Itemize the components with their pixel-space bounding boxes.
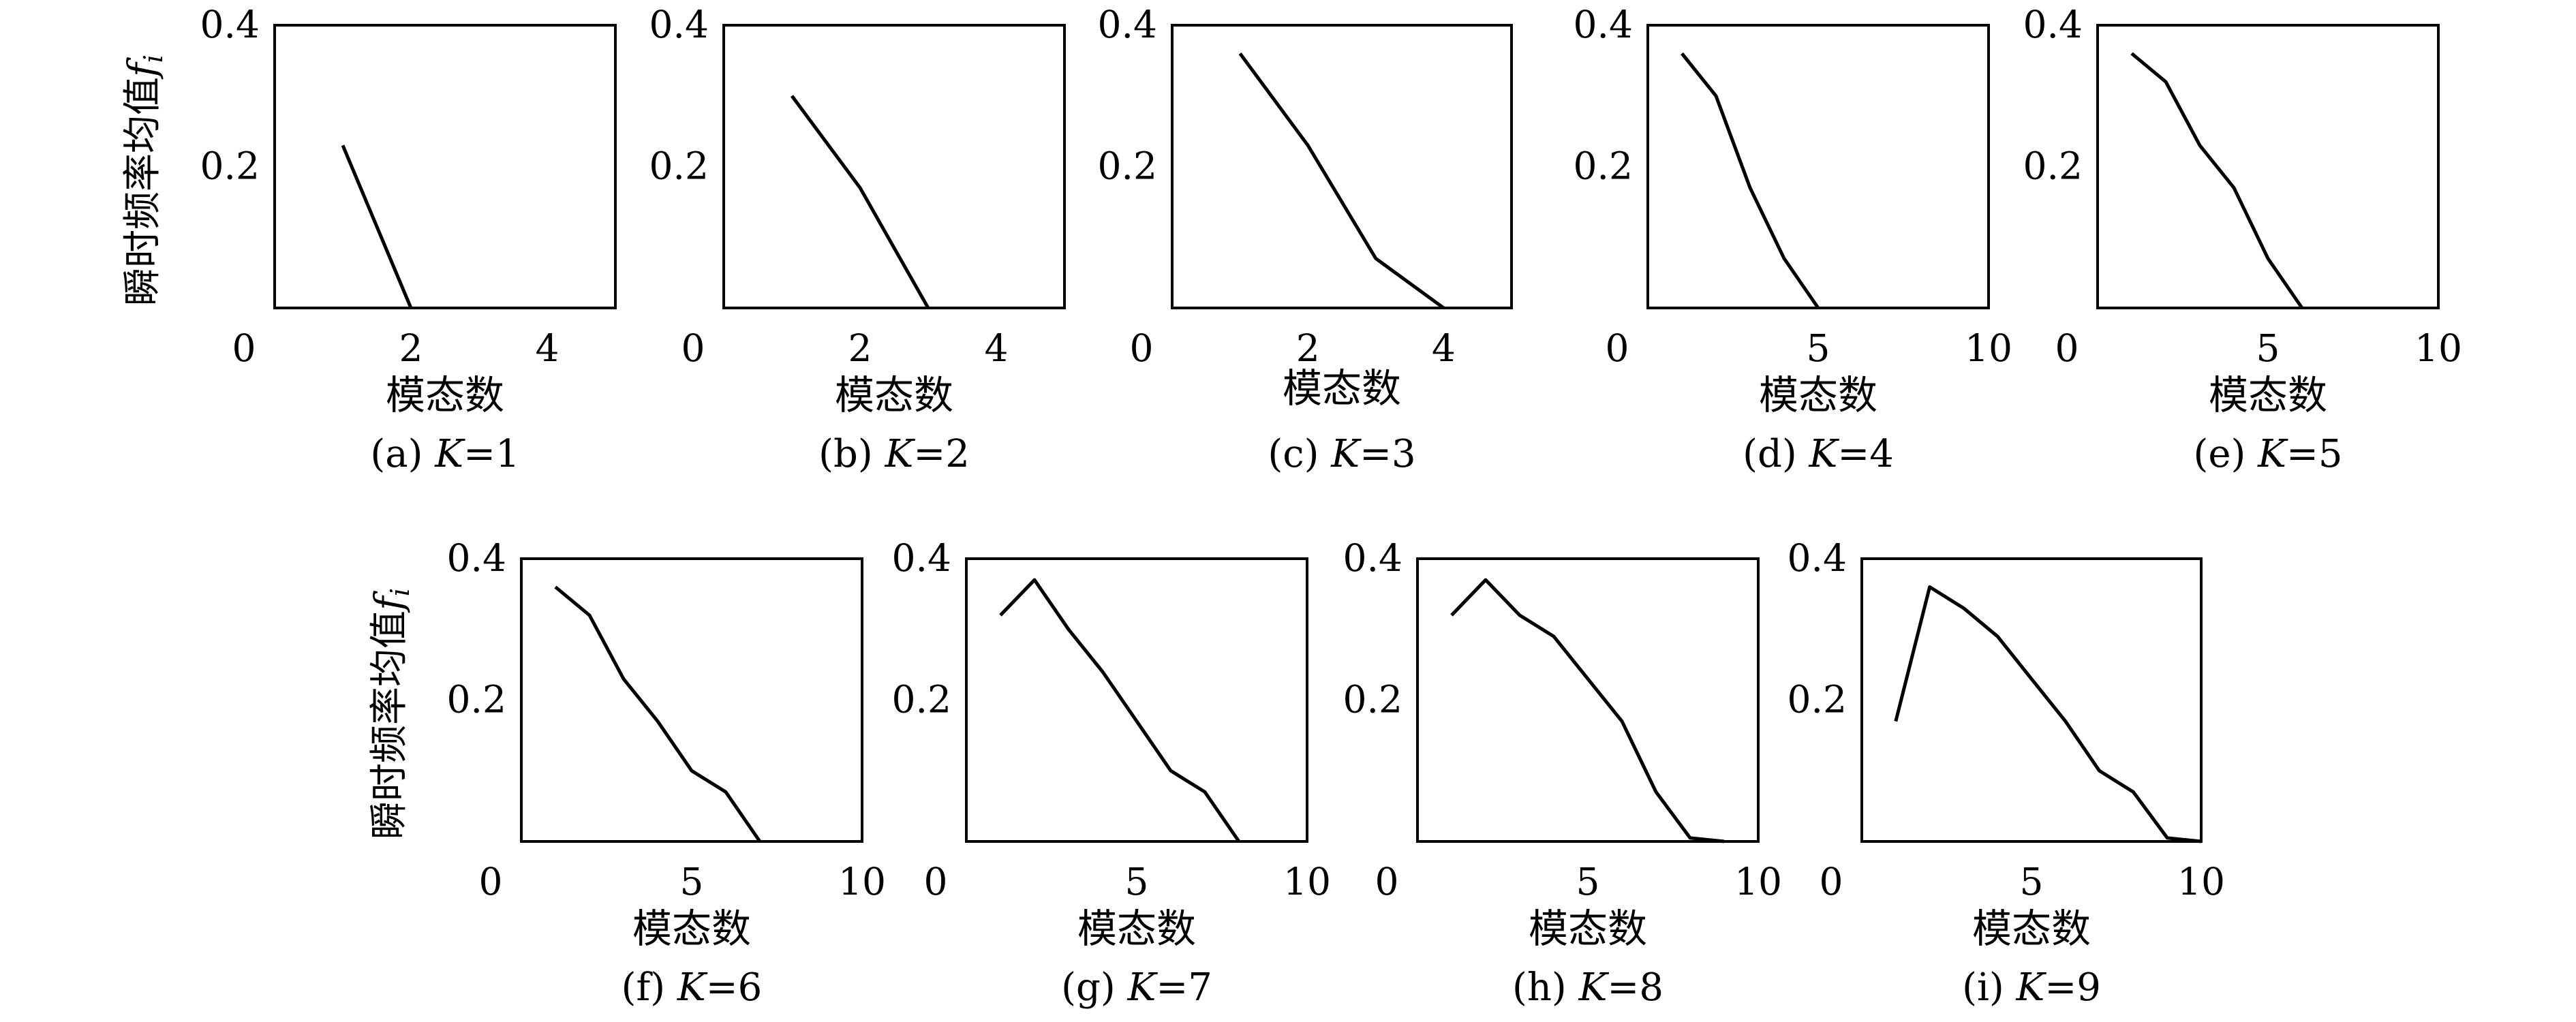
x-axis-title: 模态数: [1077, 905, 1196, 952]
panel-h: 0 5 10 0.2 0.4 模态数 (h) K=8: [1343, 536, 1782, 1010]
series-line: [999, 578, 1241, 843]
x-tick-label: 5: [1125, 860, 1149, 903]
y-tick-label: 0.2: [2023, 144, 2083, 188]
y-tick-label: 0.2: [649, 144, 709, 188]
y-tick-label: 0.2: [1574, 144, 1633, 188]
y-tick-label: 0.2: [1788, 678, 1847, 722]
panel-g: 0 5 10 0.2 0.4 模态数 (g) K=7: [892, 536, 1331, 1010]
x-tick-label: 0: [1375, 860, 1399, 903]
series-line: [1450, 578, 1725, 843]
x-axis-title: 模态数: [1759, 372, 1877, 418]
y-tick-label: 0.2: [200, 144, 260, 188]
y-tick-label: 0.2: [1343, 678, 1402, 722]
series-line: [1238, 52, 1445, 310]
x-tick-label: 10: [2414, 326, 2462, 370]
y-tick-label: 0.4: [892, 536, 951, 580]
y-tick-label: 0.2: [447, 678, 506, 722]
x-tick-label: 4: [536, 326, 559, 370]
x-tick-label: 2: [399, 326, 423, 370]
x-tick-label: 10: [1734, 860, 1782, 903]
panel-i: 0 5 10 0.2 0.4 模态数 (i) K=9: [1788, 536, 2225, 1010]
y-tick-label: 0.4: [1574, 3, 1633, 46]
x-axis-title: 模态数: [1529, 905, 1647, 952]
x-tick-label: 5: [680, 860, 704, 903]
x-axis-title: 模态数: [1972, 905, 2091, 952]
series-line: [554, 585, 762, 843]
x-axis-title: 模态数: [2209, 372, 2327, 418]
x-tick-label: 5: [1576, 860, 1600, 903]
x-tick-label: 5: [1807, 326, 1830, 370]
panel-caption: (d) K=4: [1743, 432, 1894, 476]
series-line: [2130, 52, 2304, 309]
x-tick-label: 0: [924, 860, 948, 903]
plot-frame: [1646, 24, 1990, 309]
x-tick-label: 5: [2020, 860, 2044, 903]
x-tick-label: 0: [1820, 860, 1843, 903]
x-tick-label: 0: [1130, 326, 1154, 370]
y-axis-title: 瞬时频率均值fi: [367, 588, 415, 839]
x-tick-label: 2: [848, 326, 872, 370]
plot-frame: [965, 557, 1308, 843]
x-tick-label: 0: [232, 326, 256, 370]
series-line: [1681, 52, 1820, 309]
panel-caption: (e) K=5: [2193, 432, 2342, 476]
y-tick-label: 0.4: [649, 3, 709, 46]
x-axis-title: 模态数: [835, 372, 953, 418]
panel-f: 0 5 10 0.2 0.4 模态数 (f) K=6 瞬时频率均值fi: [367, 536, 886, 1010]
y-tick-label: 0.4: [2023, 3, 2083, 46]
plot-frame: [2096, 24, 2440, 309]
x-axis-title: 模态数: [632, 905, 751, 952]
plot-frame: [722, 24, 1066, 309]
x-tick-label: 0: [1606, 326, 1629, 370]
y-tick-label: 0.4: [447, 536, 506, 580]
panel-caption: (b) K=2: [818, 432, 970, 476]
series-line: [341, 144, 413, 309]
panel-a: 0 2 4 0.2 0.4 模态数 (a) K=1 瞬时频率均值fi: [121, 3, 617, 476]
x-axis-title: 模态数: [1283, 365, 1401, 412]
panel-caption: (c) K=3: [1268, 432, 1415, 476]
panel-c: 0 2 4 0.2 0.4 模态数 (c) K=3: [1098, 3, 1513, 476]
y-tick-label: 0.4: [1788, 536, 1847, 580]
plot-frame: [273, 24, 617, 309]
x-tick-label: 4: [985, 326, 1009, 370]
y-tick-label: 0.2: [892, 678, 951, 722]
panel-caption: (f) K=6: [622, 965, 763, 1010]
y-tick-label: 0.2: [1098, 144, 1157, 188]
x-tick-label: 10: [1965, 326, 2012, 370]
x-tick-label: 10: [838, 860, 886, 903]
x-axis-title: 模态数: [386, 372, 504, 418]
x-tick-label: 10: [2177, 860, 2225, 903]
series-line: [1894, 585, 2202, 843]
panel-caption: (i) K=9: [1962, 965, 2101, 1010]
plot-frame: [1171, 24, 1513, 309]
x-tick-label: 0: [479, 860, 503, 903]
plot-frame: [1416, 557, 1760, 843]
panel-d: 0 5 10 0.2 0.4 模态数 (d) K=4: [1574, 3, 2012, 476]
panel-caption: (g) K=7: [1061, 965, 1212, 1010]
x-tick-label: 4: [1432, 326, 1456, 370]
panel-caption: (a) K=1: [370, 432, 519, 476]
plot-frame: [520, 557, 863, 843]
panel-b: 0 2 4 0.2 0.4 模态数 (b) K=2: [649, 3, 1066, 476]
x-tick-label: 0: [681, 326, 705, 370]
x-tick-label: 0: [2055, 326, 2079, 370]
y-tick-label: 0.4: [1098, 3, 1157, 46]
x-tick-label: 10: [1283, 860, 1331, 903]
x-tick-label: 5: [2256, 326, 2280, 370]
plot-frame: [1860, 557, 2203, 843]
y-tick-label: 0.4: [200, 3, 260, 46]
panel-e: 0 5 10 0.2 0.4 模态数 (e) K=5: [2023, 3, 2462, 476]
panel-caption: (h) K=8: [1512, 965, 1663, 1010]
x-tick-label: 2: [1296, 326, 1320, 370]
series-line: [790, 95, 930, 309]
y-tick-label: 0.4: [1343, 536, 1402, 580]
y-axis-title: 瞬时频率均值fi: [121, 55, 168, 306]
